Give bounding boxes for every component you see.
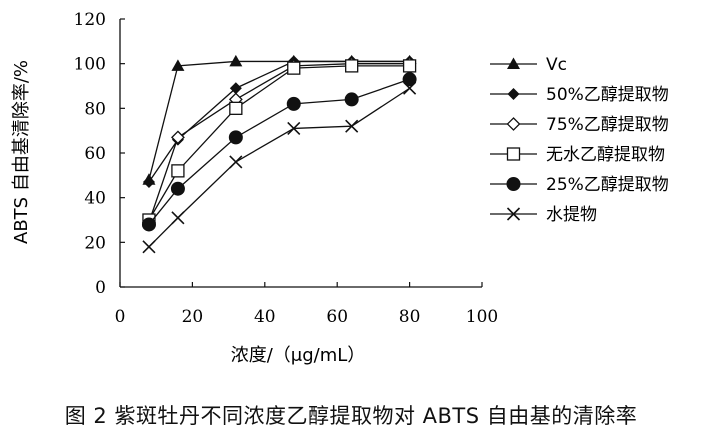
series-layer — [141, 54, 417, 254]
data-point — [170, 181, 185, 196]
legend-label: 75%乙醇提取物 — [546, 115, 669, 135]
series-line — [148, 60, 410, 180]
y-axis-title: ABTS 自由基清除率/% — [11, 60, 32, 244]
x-tick-label: 40 — [254, 307, 276, 327]
data-point — [228, 130, 243, 145]
y-tick-label: 100 — [74, 55, 106, 75]
series-5 — [141, 72, 417, 232]
x-axis-title: 浓度/（μg/mL） — [231, 345, 366, 366]
series-3 — [142, 56, 417, 230]
legend-item: 25%乙醇提取物 — [490, 175, 669, 195]
data-point — [229, 155, 243, 169]
data-point — [402, 59, 417, 73]
legend-marker — [506, 177, 521, 191]
legend-marker — [506, 207, 521, 221]
axes: 0 20 40 60 80 100 120 0 20 40 60 80 100 — [74, 10, 499, 327]
series-4 — [142, 59, 417, 227]
data-point — [286, 96, 301, 111]
legend-item: Vc — [490, 55, 567, 75]
y-tick-label: 60 — [84, 144, 106, 164]
legend-marker — [507, 88, 520, 100]
y-tick-label: 80 — [84, 99, 106, 119]
y-tick-label: 20 — [84, 233, 106, 253]
legend-label: 水提物 — [546, 205, 597, 225]
series-line — [148, 78, 410, 225]
legend-item: 75%乙醇提取物 — [490, 115, 669, 135]
data-point — [344, 92, 359, 107]
legend-item: 50%乙醇提取物 — [490, 85, 669, 105]
legend-label: Vc — [546, 55, 567, 75]
data-point — [229, 82, 242, 95]
legend-marker — [507, 57, 520, 69]
legend-marker — [506, 117, 521, 131]
data-point — [287, 61, 301, 75]
y-tick-label: 0 — [95, 278, 106, 298]
data-point — [229, 54, 243, 67]
series-line — [148, 60, 410, 183]
data-point — [229, 101, 243, 115]
data-point — [171, 59, 185, 71]
data-point — [345, 119, 359, 133]
y-tick-label: 40 — [84, 189, 106, 209]
data-point — [345, 59, 359, 73]
series-line — [148, 65, 410, 221]
legend-label: 无水乙醇提取物 — [546, 145, 665, 165]
chart: 0 20 40 60 80 100 120 0 20 40 60 80 100 Vc 50%乙醇提取物 75… — [11, 10, 669, 366]
x-tick-label: 100 — [466, 307, 498, 327]
x-tick-label: 0 — [115, 307, 126, 327]
data-point — [402, 72, 417, 87]
data-point — [287, 121, 301, 135]
y-tick-label: 120 — [74, 10, 106, 30]
series-6 — [142, 81, 417, 254]
data-point — [171, 130, 185, 145]
figure-caption: 图 2 紫斑牡丹不同浓度乙醇提取物对 ABTS 自由基的清除率 — [64, 404, 638, 428]
data-point — [171, 164, 185, 178]
data-point — [171, 211, 185, 225]
data-point — [403, 81, 417, 95]
legend-marker — [506, 147, 521, 161]
legend-label: 25%乙醇提取物 — [546, 175, 669, 195]
x-tick-label: 60 — [326, 307, 348, 327]
x-tick-label: 20 — [182, 307, 204, 327]
legend-item: 水提物 — [490, 205, 597, 225]
data-point — [141, 217, 156, 232]
legend-label: 50%乙醇提取物 — [546, 85, 669, 105]
data-point — [142, 240, 156, 254]
data-point — [142, 176, 155, 189]
legend-item: 无水乙醇提取物 — [490, 145, 665, 165]
series-line — [148, 63, 410, 223]
x-tick-label: 80 — [399, 307, 421, 327]
